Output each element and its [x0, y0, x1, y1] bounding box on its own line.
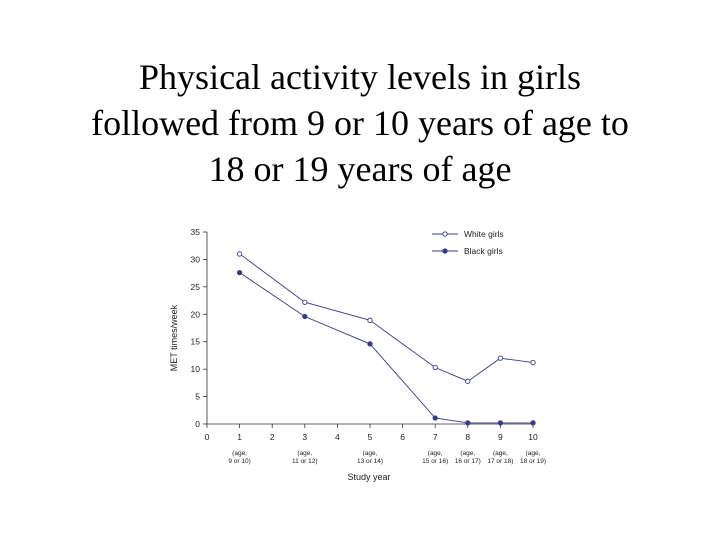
y-tick-label: 0 [195, 419, 200, 429]
y-tick-label: 5 [195, 392, 200, 402]
x-tick-label: 6 [400, 432, 405, 442]
x-sublabel-line: 15 or 16) [422, 458, 448, 465]
data-point-black-girls [465, 420, 471, 426]
legend-marker [442, 231, 448, 237]
slide-title-line-1: Physical activity levels in girls [139, 57, 581, 97]
legend-label: Black girls [464, 246, 503, 256]
data-point-white-girls [432, 364, 438, 371]
series-line-black-girls [239, 272, 533, 424]
x-sublabel-line: (age, [428, 450, 443, 457]
data-point-white-girls [530, 359, 536, 366]
x-sublabel-line: (age, [493, 450, 508, 457]
x-tick-label: 5 [368, 432, 373, 442]
y-tick-label: 20 [191, 309, 201, 319]
slide-title-line-2: followed from 9 or 10 years of age to [91, 103, 629, 143]
y-tick-label: 15 [191, 337, 201, 347]
legend-marker [442, 248, 448, 254]
y-tick-label: 30 [191, 254, 201, 264]
data-point-black-girls [530, 420, 536, 426]
x-sublabel-line: 16 or 17) [455, 458, 481, 465]
x-tick-label: 4 [335, 432, 340, 442]
x-tick-label: 1 [237, 432, 242, 442]
x-sublabel-line: (age, [363, 450, 378, 457]
x-sublabel-line: (age, [297, 450, 312, 457]
x-sublabel-line: 9 or 10) [228, 458, 250, 465]
data-point-white-girls [367, 317, 373, 323]
legend-label: White girls [464, 229, 504, 239]
data-point-black-girls [432, 415, 438, 421]
x-tick-label: 7 [433, 432, 438, 442]
x-tick-label: 10 [528, 432, 538, 442]
y-tick-label: 10 [191, 364, 201, 374]
x-tick-label: 9 [498, 432, 503, 442]
x-sublabel-line: 18 or 19) [520, 458, 546, 465]
x-tick-label: 8 [465, 432, 470, 442]
data-point-white-girls [236, 251, 243, 257]
x-sublabel-line: (age, [232, 450, 247, 457]
data-point-white-girls [497, 355, 504, 361]
x-sublabel-line: 17 or 18) [487, 458, 513, 465]
data-point-white-girls [302, 299, 308, 305]
x-sublabel-line: 11 or 12) [292, 458, 318, 465]
x-tick-label: 0 [205, 432, 210, 442]
data-point-black-girls [302, 313, 308, 320]
data-point-black-girls [236, 269, 243, 276]
y-tick-label: 25 [191, 282, 201, 292]
data-point-black-girls [367, 341, 373, 347]
slide-title: Physical activity levels in girls follow… [40, 54, 680, 192]
y-axis-title: MET times/week [169, 304, 179, 371]
x-sublabel-line: (age, [526, 450, 541, 457]
x-tick-label: 2 [270, 432, 275, 442]
data-point-black-girls [497, 420, 504, 426]
x-axis-title: Study year [347, 472, 390, 482]
slide-title-line-3: 18 or 19 years of age [208, 149, 512, 189]
x-sublabel-line: (age, [460, 450, 475, 457]
y-tick-label: 35 [191, 227, 201, 237]
x-tick-label: 3 [302, 432, 307, 442]
x-sublabel-line: 13 or 14) [357, 458, 383, 465]
data-point-white-girls [465, 378, 471, 384]
